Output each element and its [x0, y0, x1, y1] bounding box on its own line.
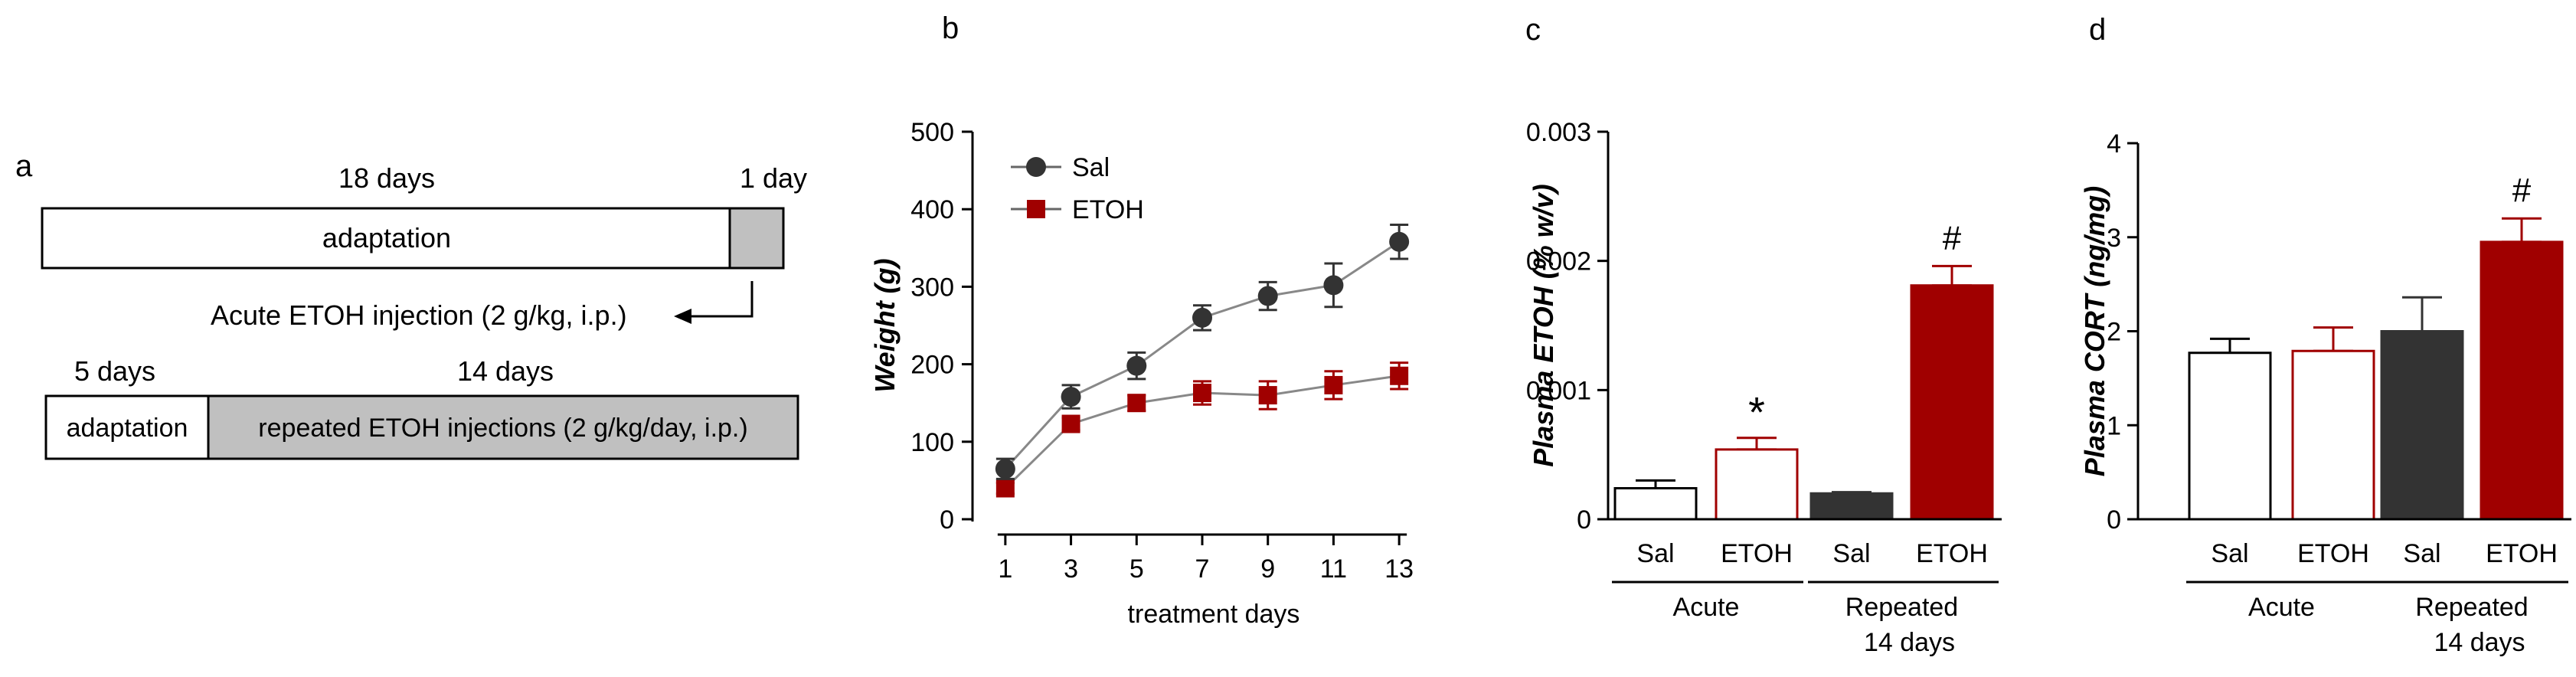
- repeated-injection-box: [207, 394, 799, 460]
- x-tick-label: 1: [998, 554, 1012, 584]
- x-tick-label: 11: [1320, 554, 1347, 584]
- panel-a-timeline: a 18 days 1 day adaptation Acute ETOH in…: [0, 0, 835, 677]
- y-axis-title: Weight (g): [869, 258, 901, 392]
- panel-b-weight-chart: b 0 100 200 300 400 500 1 3 5 7 9 11 13 treatment days…: [835, 0, 1501, 677]
- data-point-etoh: [1193, 384, 1211, 403]
- bar: [1715, 448, 1799, 521]
- duration-14-days-label: 14 days: [457, 355, 554, 387]
- adaptation-box-acute: [41, 207, 731, 270]
- group-label: Repeated: [1845, 593, 1958, 622]
- legend-etoh-marker: [1027, 200, 1045, 218]
- y-axis-title: Plasma ETOH (% w/v): [1528, 184, 1559, 466]
- panel-letter-d: d: [2089, 13, 2106, 47]
- legend-sal-marker: [1026, 157, 1046, 177]
- x-tick-label: 3: [1064, 554, 1078, 584]
- data-point-sal: [1323, 275, 1344, 296]
- data-point-sal: [1192, 307, 1212, 328]
- category-label: Sal: [2211, 539, 2248, 568]
- data-point-sal: [1389, 231, 1410, 252]
- data-point-etoh: [1324, 375, 1343, 394]
- category-label: Sal: [1636, 539, 1674, 568]
- y-tick-label: 300: [910, 273, 954, 302]
- y-tick-label: 200: [910, 351, 954, 380]
- category-label: Sal: [2403, 539, 2440, 568]
- panel-letter-a: a: [15, 149, 33, 183]
- significance-marker: *: [1748, 388, 1765, 437]
- plasma-etoh-bar-chart: c 0 0.001 0.002 0.003 Plasma ETOH (% w/v) * # Sa…: [1525, 13, 2002, 657]
- category-label: ETOH: [2297, 539, 2369, 568]
- panel-letter-b: b: [942, 11, 959, 45]
- y-tick-label: 0: [1577, 505, 1591, 535]
- group-label-line2: 14 days: [1864, 628, 1955, 657]
- injection-day-box: [728, 207, 785, 270]
- legend-sal-label: Sal: [1072, 153, 1110, 182]
- category-label: ETOH: [2486, 539, 2558, 568]
- legend-etoh-label: ETOH: [1072, 195, 1144, 224]
- bar: [1910, 284, 1994, 521]
- data-point-sal: [1061, 387, 1081, 407]
- x-tick-label: 5: [1129, 554, 1144, 584]
- group-label: Acute: [2248, 593, 2315, 622]
- y-tick-label: 4: [2107, 129, 2121, 159]
- y-tick-label: 100: [910, 428, 954, 457]
- y-tick-label: 3: [2107, 224, 2121, 253]
- y-tick-label: 2: [2107, 318, 2121, 347]
- data-point-sal: [995, 459, 1015, 479]
- x-tick-label: 13: [1384, 554, 1414, 584]
- x-tick-label: 9: [1260, 554, 1275, 584]
- category-label: ETOH: [1916, 539, 1988, 568]
- y-tick-label: 0.001: [1526, 376, 1591, 405]
- panel-d-plasma-cort-chart: d 0 1 2 3 4 Plasma CORT (ng/mg) # Sal ETOH Sal ETOH…: [2037, 0, 2576, 677]
- duration-1-day-label: 1 day: [740, 162, 807, 194]
- data-point-sal: [1126, 355, 1147, 376]
- bar: [2380, 330, 2464, 521]
- data-point-sal: [1257, 286, 1278, 306]
- data-point-etoh: [995, 479, 1015, 498]
- data-point-etoh: [1258, 386, 1277, 405]
- significance-marker: #: [1943, 219, 1962, 257]
- bar: [2480, 240, 2564, 521]
- significance-marker: #: [2512, 172, 2532, 209]
- data-point-etoh: [1061, 414, 1080, 433]
- y-tick-label: 1: [2107, 411, 2121, 440]
- y-tick-label: 0: [940, 505, 954, 535]
- bar: [1809, 492, 1894, 521]
- y-tick-label: 400: [910, 195, 954, 224]
- category-label: ETOH: [1721, 539, 1793, 568]
- adaptation-label-acute: adaptation: [322, 222, 451, 253]
- panel-letter-c: c: [1525, 13, 1541, 47]
- bar: [1613, 487, 1698, 521]
- arrowhead-icon: [674, 309, 691, 324]
- injection-connector-line: [689, 281, 754, 318]
- panel-c-plasma-etoh-chart: c 0 0.001 0.002 0.003 Plasma ETOH (% w/v) * # Sa…: [1501, 0, 2037, 677]
- series-line-sal: [1004, 240, 1400, 470]
- bar: [2188, 352, 2272, 521]
- group-label: Acute: [1673, 593, 1740, 622]
- data-point-etoh: [1127, 394, 1146, 413]
- group-label-line2: 14 days: [2434, 628, 2525, 657]
- category-label: Sal: [1832, 539, 1870, 568]
- repeated-injection-label: repeated ETOH injections (2 g/kg/day, i.…: [258, 414, 747, 443]
- y-tick-label: 0.003: [1526, 118, 1591, 147]
- adaptation-label-repeated: adaptation: [67, 414, 188, 443]
- data-point-etoh: [1390, 366, 1409, 385]
- x-tick-label: 7: [1195, 554, 1210, 584]
- y-tick-label: 0.002: [1526, 247, 1591, 276]
- bar: [2291, 349, 2375, 521]
- adaptation-box-repeated: [44, 394, 210, 460]
- timeline-diagram: a 18 days 1 day adaptation Acute ETOH in…: [15, 149, 807, 460]
- plasma-cort-bar-chart: d 0 1 2 3 4 Plasma CORT (ng/mg) # Sal ETOH Sal ETOH…: [2079, 13, 2571, 657]
- acute-injection-note: Acute ETOH injection (2 g/kg, i.p.): [211, 299, 627, 331]
- y-tick-label: 500: [910, 118, 954, 147]
- y-axis-title: Plasma CORT (ng/mg): [2079, 186, 2110, 476]
- group-label: Repeated: [2415, 593, 2528, 622]
- duration-18-days-label: 18 days: [338, 162, 435, 194]
- x-axis-title: treatment days: [1128, 600, 1300, 629]
- duration-5-days-label: 5 days: [74, 355, 155, 387]
- y-tick-label: 0: [2107, 505, 2121, 535]
